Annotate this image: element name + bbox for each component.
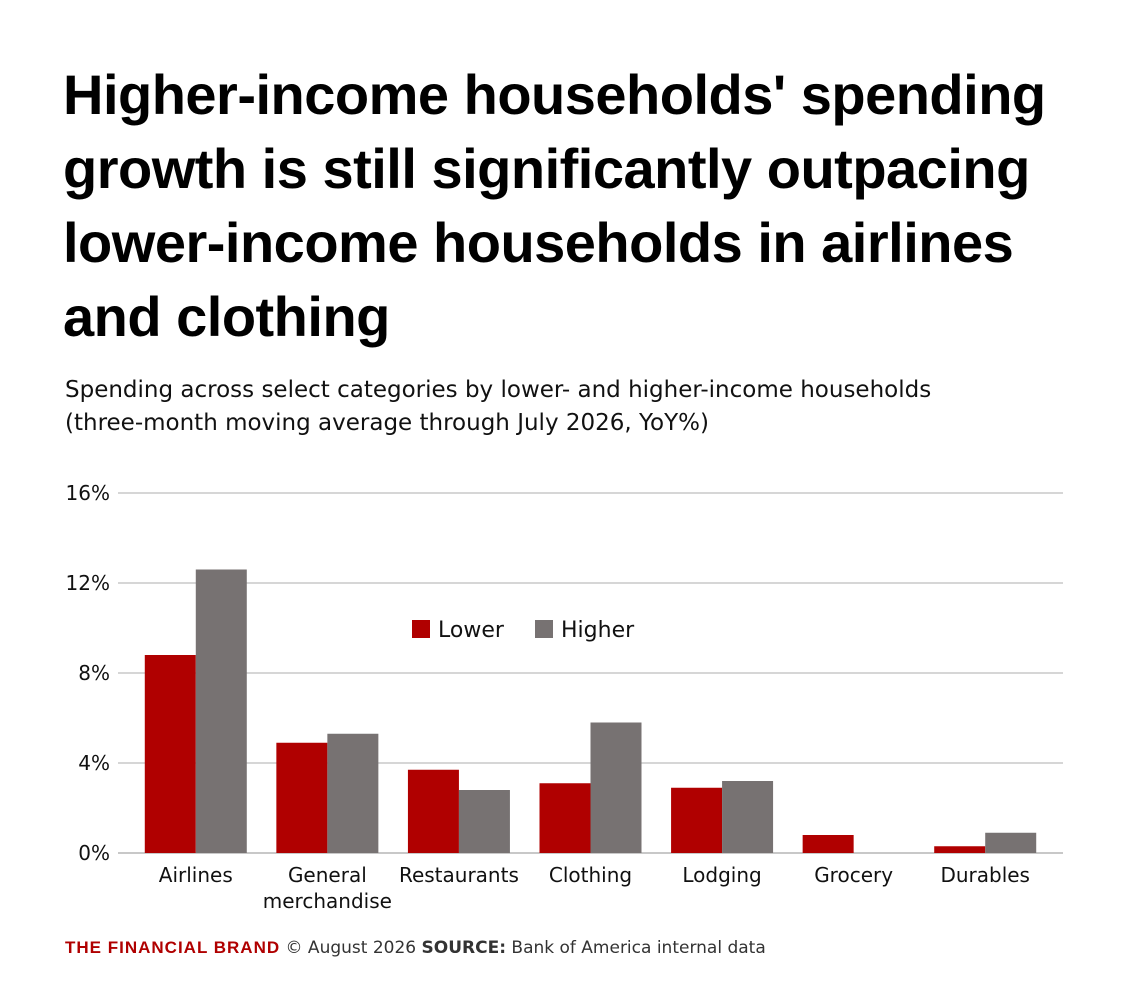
y-tick-label: 4% — [78, 751, 110, 775]
x-category-label: Clothing — [549, 863, 632, 887]
chart-title: Higher-income households' spending growt… — [63, 63, 1046, 348]
bar-lower — [276, 742, 328, 853]
bar-lower — [144, 655, 196, 853]
bar-higher — [985, 832, 1037, 853]
bar-higher — [458, 790, 510, 853]
x-category-label: Restaurants — [399, 863, 519, 887]
y-tick-label: 8% — [78, 661, 110, 685]
bar-chart: 0% 4% 8% 12% 16% Airlines General merchandise Re… — [66, 481, 1063, 913]
x-category-label: Lodging — [682, 863, 761, 887]
label-layer: 0% 4% 8% 12% 16% Airlines General merchandise Re… — [66, 481, 1030, 913]
y-tick-label: 16% — [66, 481, 110, 505]
legend-swatch-lower — [412, 620, 430, 638]
x-category-label: Durables — [940, 863, 1030, 887]
y-tick-label: 0% — [78, 841, 110, 865]
bar-lower — [407, 769, 459, 853]
y-tick-label: 12% — [66, 571, 110, 595]
subtitle-line-2: (three-month moving average through July… — [65, 410, 709, 436]
bar-lower — [539, 783, 591, 853]
bar-higher — [195, 569, 247, 853]
source-text: Bank of America internal data — [511, 938, 766, 958]
bar-lower — [802, 835, 854, 853]
x-category-label: Grocery — [814, 863, 893, 887]
bar-lower — [671, 787, 723, 853]
x-category-label: General merchandise — [263, 863, 392, 913]
brand-logo-text: THE FINANCIAL BRAND — [65, 938, 281, 957]
subtitle-line-1: Spending across select categories by low… — [65, 377, 932, 403]
bar-higher — [722, 781, 774, 853]
bar-higher — [590, 722, 642, 853]
legend-label-higher: Higher — [561, 618, 635, 643]
legend-label-lower: Lower — [438, 618, 505, 643]
chart-subtitle: Spending across select categories by low… — [65, 374, 1105, 440]
bar-layer — [144, 569, 1037, 853]
source-key: SOURCE: — [421, 938, 506, 958]
legend-swatch-higher — [535, 620, 553, 638]
footer: THE FINANCIAL BRAND © August 2026 SOURCE… — [65, 938, 766, 958]
x-category-label: Airlines — [159, 863, 233, 887]
copyright-text: © August 2026 — [285, 938, 417, 958]
bar-higher — [327, 733, 379, 853]
bar-lower — [934, 846, 986, 853]
legend: Lower Higher — [412, 618, 635, 643]
